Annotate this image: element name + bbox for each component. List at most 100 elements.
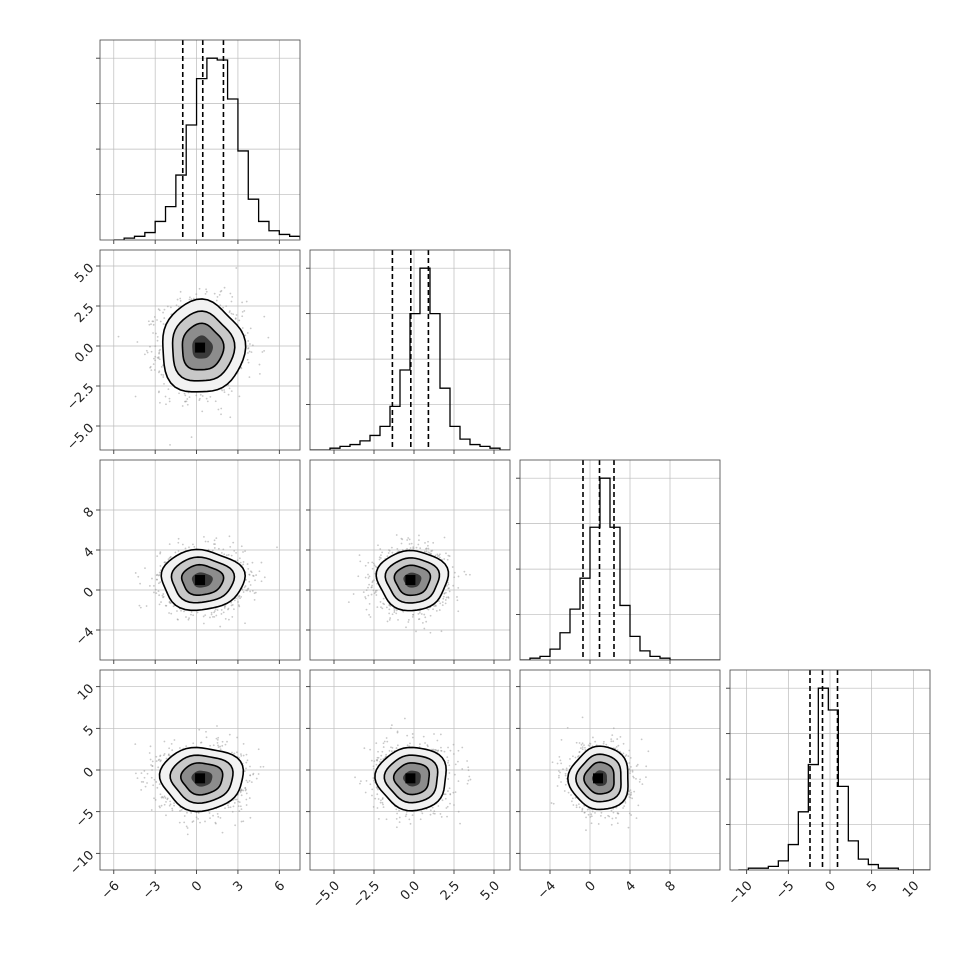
scatter-point [183,610,185,613]
scatter-point [168,612,170,614]
scatter-point [157,574,160,577]
scatter-point [581,810,583,813]
scatter-point [622,742,625,745]
scatter-point [169,601,172,604]
scatter-point [241,301,244,304]
scatter-point [215,299,218,302]
scatter-point [230,604,233,607]
scatter-point [156,319,158,321]
scatter-point [447,759,450,762]
scatter-point [137,575,140,578]
scatter-point [223,286,226,289]
scatter-point [199,393,202,396]
scatter-point [587,744,590,747]
scatter-point [258,373,261,375]
scatter-point [369,748,372,751]
scatter-point [238,810,241,813]
scatter-point [204,820,206,823]
scatter-point [152,584,155,587]
scatter-point [444,599,447,601]
scatter-point [179,297,182,300]
scatter-point [246,563,249,565]
scatter-point [638,780,641,783]
scatter-point [155,755,158,758]
scatter-point [151,760,154,763]
scatter-point [415,630,417,633]
scatter-point [150,764,152,766]
scatter-point [241,310,244,313]
scatter-point [594,811,596,814]
scatter-point [159,793,162,796]
scatter-point [374,797,377,800]
scatter-point [358,554,361,557]
scatter-point [152,323,155,326]
scatter-point [395,747,398,749]
scatter-point [575,806,578,809]
scatter-point [630,814,633,816]
y-tick-label: 0.0 [72,341,97,366]
scatter-point [192,297,195,300]
x-tick-label: 4 [623,878,639,894]
scatter-point [161,594,164,597]
scatter-point [406,744,409,747]
scatter-point [191,821,194,823]
scatter-point [432,541,435,544]
x-tick-label: 0.0 [398,878,423,903]
scatter-point [607,814,609,817]
scatter-point [239,597,241,600]
scatter-point [628,768,631,771]
scatter-point [379,601,382,603]
panel-frame [309,669,511,871]
scatter-point [411,615,414,618]
scatter-point [245,300,248,303]
scatter-point [371,580,374,583]
scatter-point [186,811,188,814]
scatter-point [153,369,156,371]
scatter-point [242,561,245,563]
scatter-point [624,800,627,803]
scatter-point [384,755,387,758]
scatter-point [466,760,468,762]
scatter-point [575,741,578,744]
scatter-point [249,590,252,593]
contour-line [384,557,441,604]
scatter-point [438,609,441,611]
scatter-point [188,396,191,399]
scatter-point [146,782,148,784]
scatter-point [242,563,245,566]
scatter-point [143,353,146,356]
scatter-point [184,547,187,550]
scatter-point [468,573,471,576]
x-tick-label: −2.5 [350,878,383,911]
scatter-point [616,822,619,825]
scatter-point [168,400,171,403]
scatter-point [144,567,146,569]
scatter-point [228,387,231,390]
scatter-point [612,811,615,814]
scatter-point [198,728,201,731]
scatter-point [155,760,158,763]
scatter-point [179,809,181,812]
scatter-point [163,308,166,311]
scatter-point [209,396,212,398]
scatter-point [152,320,155,323]
scatter-point [581,748,584,751]
scatter-point [405,813,408,816]
scatter-point [245,779,248,782]
scatter-point [433,812,436,815]
density-layer [347,534,471,634]
scatter-point [385,753,388,756]
scatter-point [189,296,191,299]
scatter-point [611,734,614,737]
scatter-point [240,794,243,797]
scatter-point [156,339,159,342]
scatter-point [417,613,420,615]
density-peak [405,773,416,784]
scatter-point [433,733,435,735]
density-peak [195,342,206,353]
scatter-point [629,770,632,772]
scatter-point [456,599,459,602]
scatter-point [400,542,403,545]
scatter-point [221,389,224,392]
scatter-point [430,550,433,553]
